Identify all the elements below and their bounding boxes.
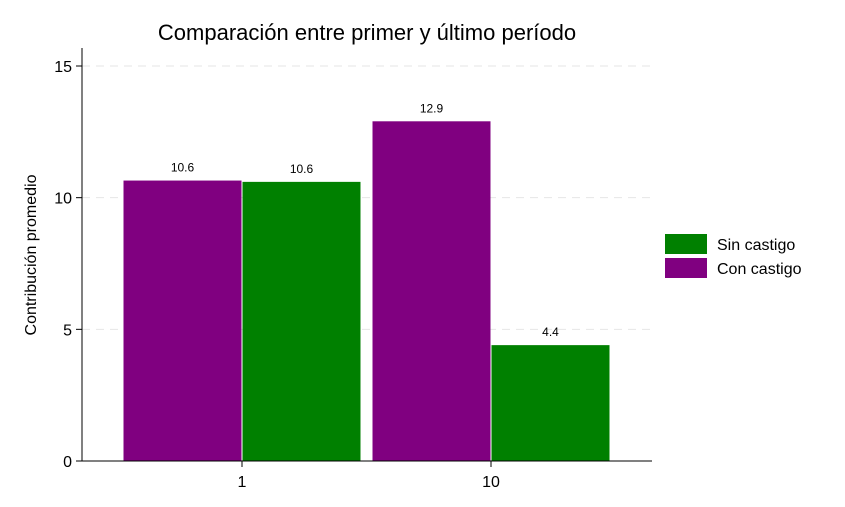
- legend-label: Con castigo: [717, 261, 802, 278]
- legend-swatch: [665, 258, 707, 278]
- y-tick-label: 10: [54, 191, 72, 208]
- data-label: 10.6: [171, 161, 195, 175]
- y-tick-label: 0: [63, 454, 72, 471]
- data-labels: 10.6 10.6 12.9 4.4: [171, 101, 559, 339]
- bar-con-castigo-1: [123, 180, 242, 462]
- grid-lines: [82, 65, 652, 330]
- legend-swatch: [665, 234, 707, 254]
- bar-sin-castigo-1: [242, 181, 361, 461]
- chart-title: Comparación entre primer y último períod…: [158, 20, 576, 45]
- x-axis-ticks: 1 10: [238, 461, 500, 491]
- y-axis-ticks: 0 5 10 15: [54, 59, 82, 471]
- y-tick-label: 15: [54, 59, 72, 76]
- legend-label: Sin castigo: [717, 237, 795, 254]
- bars: [123, 121, 610, 462]
- y-tick-label: 5: [63, 322, 72, 339]
- data-label: 10.6: [290, 162, 314, 176]
- x-tick-label: 1: [238, 474, 247, 491]
- bar-sin-castigo-10: [491, 345, 610, 461]
- y-axis-label: Contribución promedio: [23, 174, 40, 335]
- data-label: 4.4: [542, 325, 559, 339]
- x-tick-label: 10: [482, 474, 500, 491]
- data-label: 12.9: [420, 101, 444, 115]
- legend: Sin castigo Con castigo: [665, 234, 802, 278]
- bar-con-castigo-10: [372, 121, 491, 462]
